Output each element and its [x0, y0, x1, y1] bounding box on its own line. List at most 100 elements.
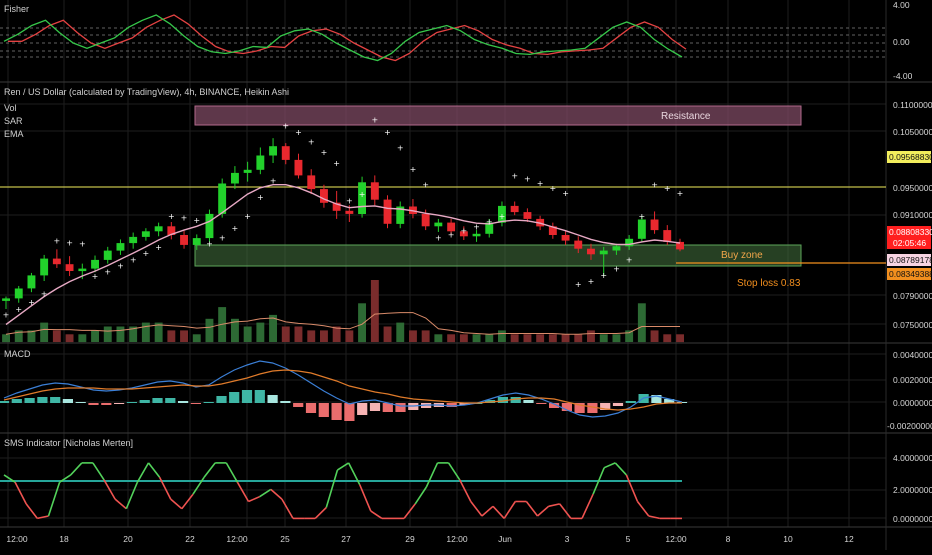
candle-body — [358, 182, 366, 214]
sar-dot: + — [257, 193, 264, 202]
volume-bar — [637, 303, 646, 343]
sms-line-segment — [170, 498, 183, 510]
volume-bar — [434, 334, 443, 343]
sms-line-segment — [425, 462, 439, 488]
sar-dot: + — [282, 122, 289, 131]
sms-line-segment — [614, 462, 627, 476]
sms-line-segment — [47, 481, 61, 517]
sar-dot: + — [92, 272, 99, 281]
time-axis-label: 8 — [726, 534, 731, 544]
macd-pane-title[interactable]: MACD — [4, 349, 31, 359]
symbol-title[interactable]: Ren / US Dollar (calculated by TradingVi… — [4, 87, 289, 97]
sms-line-segment — [470, 501, 483, 517]
candle-body — [472, 233, 481, 237]
volume-bar — [536, 334, 545, 343]
fisher-tick-label: 4.00 — [893, 0, 910, 10]
candle-body — [269, 146, 277, 156]
sms-line-segment — [503, 501, 516, 519]
buy-zone[interactable] — [194, 244, 802, 267]
sms-line-segment — [225, 462, 239, 483]
macd-histogram-bar — [510, 397, 521, 403]
volume-bar — [510, 334, 519, 343]
resistance-zone[interactable] — [194, 105, 802, 126]
sms-pane-title[interactable]: SMS Indicator [Nicholas Merten] — [4, 438, 133, 448]
volume-bar — [599, 334, 608, 343]
candle-body — [459, 231, 468, 237]
legend-ema[interactable]: EMA — [4, 129, 24, 139]
candle-body — [180, 235, 188, 245]
sar-dot: + — [448, 230, 455, 239]
volume-bar — [650, 330, 659, 342]
ema-price-badge — [887, 254, 931, 266]
sms-line-segment — [181, 493, 194, 510]
volume-bar — [574, 334, 583, 343]
candle-body — [548, 226, 557, 235]
sar-dot: + — [193, 216, 200, 225]
candle-body — [91, 259, 99, 269]
volume-bar — [243, 326, 252, 342]
macd-histogram-bar — [587, 403, 598, 413]
sms-line-segment — [481, 505, 494, 517]
sar-dot: + — [600, 271, 607, 280]
macd-histogram-bar — [600, 403, 611, 410]
sms-line-segment — [203, 462, 216, 478]
macd-histogram-bar — [75, 402, 86, 403]
macd-histogram-bar — [241, 390, 253, 403]
candle-body — [625, 238, 634, 247]
candle-body — [650, 219, 659, 231]
sms-line-segment — [536, 505, 550, 517]
sar-dot: + — [232, 224, 239, 233]
candle-body — [574, 240, 583, 249]
candle-body — [65, 264, 74, 271]
candle-body — [599, 250, 608, 255]
sar-dot: + — [333, 159, 340, 168]
candle-body — [485, 222, 494, 234]
candles — [2, 138, 684, 309]
volume-bar — [587, 330, 595, 342]
candle-body — [498, 205, 506, 223]
volume-bar — [180, 330, 188, 342]
volume-bar — [370, 280, 379, 342]
volume-bar — [91, 330, 99, 342]
stop-loss-price-text: 0.08349388 — [889, 269, 932, 279]
sar-dot: + — [295, 128, 302, 137]
time-axis[interactable]: 12:00 18 20 22 12:00 25 27 29 12:00 Jun 3 5 12:00 8 10… — [6, 534, 854, 544]
volume-bar — [485, 334, 494, 343]
macd-histogram-bar — [305, 403, 317, 413]
volume-bar — [103, 326, 112, 342]
legend-sar[interactable]: SAR — [4, 116, 23, 126]
volume-bar — [676, 334, 684, 343]
fisher-tick-label: 0.00 — [893, 37, 910, 47]
sar-dot: + — [270, 176, 277, 185]
sms-line-segment — [114, 498, 127, 510]
volume-bar — [625, 330, 634, 342]
time-axis-label: 5 — [626, 534, 631, 544]
sar-dot: + — [435, 234, 442, 243]
candle-body — [307, 175, 316, 190]
sms-line-segment — [92, 462, 105, 481]
yellow-line-price-badge — [887, 151, 931, 163]
last-price-text: 0.08808330 — [889, 227, 932, 237]
legend-vol[interactable]: Vol — [4, 103, 17, 113]
resistance-label: Resistance — [661, 111, 711, 122]
volume-bar — [269, 314, 277, 342]
volume-bar — [78, 334, 87, 343]
macd-histogram-bar — [331, 403, 342, 420]
sms-line-segment — [259, 488, 272, 498]
volume-bar — [256, 322, 265, 342]
sms-line-segment — [158, 476, 172, 500]
macd-histogram-bar — [395, 403, 406, 412]
sms-line-segment — [358, 484, 372, 512]
macd-tick-label: -0.00200000 — [887, 421, 932, 431]
candle-body — [345, 210, 354, 214]
sms-line-segment — [414, 486, 428, 505]
candle-body — [141, 231, 150, 237]
macd-histogram-bar — [114, 403, 125, 404]
time-axis-label: 12:00 — [6, 534, 28, 544]
